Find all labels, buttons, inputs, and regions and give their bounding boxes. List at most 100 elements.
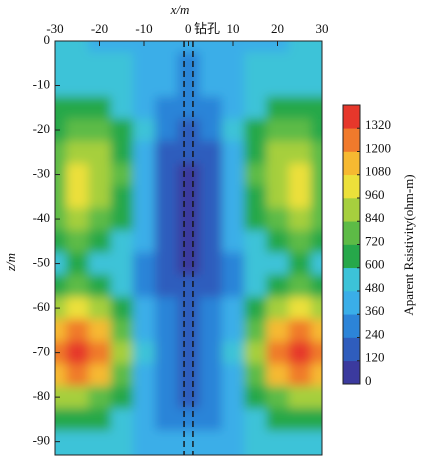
contour-cell <box>177 341 201 365</box>
contour-cell <box>266 41 290 53</box>
contour-cell <box>310 319 322 342</box>
contour-cell <box>66 430 89 455</box>
contour-cell <box>66 74 89 98</box>
contour-cell <box>55 430 67 455</box>
contour-cell <box>177 319 201 342</box>
contour-cell <box>132 207 156 231</box>
contour-cell <box>110 74 134 98</box>
contour-cell <box>221 41 245 53</box>
contour-cell <box>199 96 223 120</box>
colorbar-band <box>343 198 360 222</box>
contour-cell <box>177 386 201 409</box>
contour-cell <box>177 296 201 320</box>
contour-cell <box>110 96 134 120</box>
contour-cell <box>177 52 201 75</box>
contour-cell <box>244 207 267 231</box>
contour-cell <box>310 118 322 142</box>
contour-cell <box>155 274 178 298</box>
contour-cell <box>244 52 267 75</box>
x-tick-label: 20 <box>271 21 284 36</box>
borehole-label: 钻孔 <box>194 21 220 36</box>
contour-cell <box>55 74 67 98</box>
contour-cell <box>221 274 245 298</box>
contour-cell <box>88 386 112 409</box>
contour-cell <box>266 274 290 298</box>
contour-cell <box>132 118 156 142</box>
contour-cell <box>310 341 322 365</box>
contour-cell <box>132 141 156 164</box>
contour-cell <box>110 141 134 164</box>
contour-cell <box>266 341 290 365</box>
contour-cell <box>177 408 201 432</box>
contour-cell <box>155 319 178 342</box>
contour-cell <box>244 386 267 409</box>
contour-cell <box>288 386 312 409</box>
contour-cell <box>132 74 156 98</box>
colorbar-band <box>343 337 360 362</box>
contour-cell <box>177 230 201 253</box>
colorbar-tick-label: 600 <box>365 257 385 272</box>
contour-cell <box>221 430 245 455</box>
contour-cell <box>132 386 156 409</box>
y-tick-label: -60 <box>33 299 50 314</box>
contour-cell <box>266 118 290 142</box>
contour-cell <box>132 52 156 75</box>
contour-cell <box>110 252 134 276</box>
colorbar-title: Aparent Rsistivity(ohm-m) <box>401 174 416 315</box>
contour-cell <box>55 141 67 164</box>
contour-cell <box>88 408 112 432</box>
contour-cell <box>88 341 112 365</box>
contour-cell <box>55 296 67 320</box>
contour-cell <box>155 230 178 253</box>
contour-cell <box>221 96 245 120</box>
contour-cell <box>66 408 89 432</box>
contour-cell <box>110 430 134 455</box>
contour-cell <box>88 96 112 120</box>
contour-cell <box>221 74 245 98</box>
colorbar-band <box>343 174 360 199</box>
x-axis-title: x/m <box>170 2 190 17</box>
contour-cell <box>177 363 201 387</box>
contour-cell <box>288 341 312 365</box>
contour-cell <box>88 430 112 455</box>
contour-cell <box>199 207 223 231</box>
contour-cell <box>310 52 322 75</box>
contour-cell <box>66 319 89 342</box>
contour-cell <box>288 252 312 276</box>
contour-cell <box>221 296 245 320</box>
contour-cell <box>199 341 223 365</box>
y-tick-label: -20 <box>33 121 50 136</box>
contour-cell <box>88 274 112 298</box>
contour-cell <box>177 141 201 164</box>
contour-cell <box>221 386 245 409</box>
contour-cell <box>88 296 112 320</box>
contour-cell <box>288 363 312 387</box>
contour-cell <box>221 52 245 75</box>
contour-cell <box>266 408 290 432</box>
contour-cell <box>110 341 134 365</box>
contour-cell <box>66 118 89 142</box>
contour-cell <box>221 163 245 187</box>
contour-cell <box>244 430 267 455</box>
contour-cell <box>244 163 267 187</box>
contour-cell <box>66 41 89 53</box>
colorbar-band <box>343 291 360 315</box>
contour-cell <box>177 163 201 187</box>
contour-cell <box>221 252 245 276</box>
contour-cell <box>221 341 245 365</box>
contour-cell <box>266 319 290 342</box>
contour-cell <box>221 363 245 387</box>
contour-cell <box>132 96 156 120</box>
contour-cell <box>132 430 156 455</box>
contour-cell <box>66 185 89 209</box>
contour-cell <box>132 319 156 342</box>
contour-cell <box>66 252 89 276</box>
contour-cell <box>88 207 112 231</box>
contour-cell <box>55 319 67 342</box>
colorbar-band <box>343 314 360 338</box>
contour-cell <box>288 41 312 53</box>
contour-cell <box>288 96 312 120</box>
contour-cell <box>132 252 156 276</box>
contour-cell <box>310 207 322 231</box>
contour-cell <box>88 74 112 98</box>
